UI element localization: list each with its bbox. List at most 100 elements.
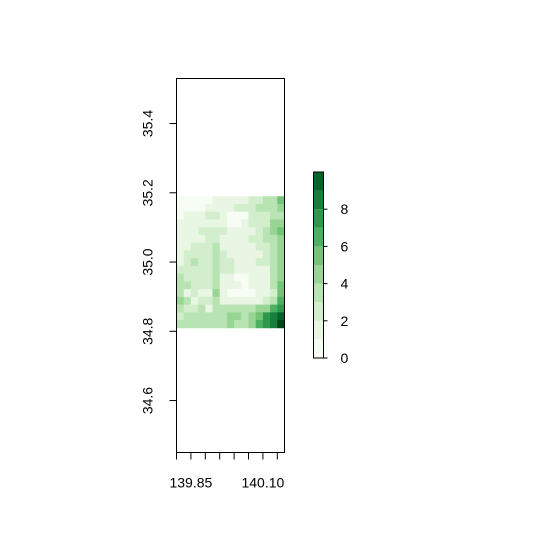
raster-cell (262, 219, 271, 228)
raster-cell (183, 296, 192, 306)
raster-cell (212, 320, 221, 329)
raster-cell (234, 242, 242, 251)
raster-cell (277, 203, 285, 213)
raster-cell (198, 320, 206, 329)
raster-cell (262, 234, 271, 244)
raster-cell (219, 320, 228, 329)
raster-cell (212, 289, 221, 298)
raster-cell (219, 234, 228, 244)
raster-cell (190, 265, 199, 275)
raster-cell (205, 273, 213, 282)
raster-cell (277, 312, 285, 321)
raster-cell (183, 211, 192, 220)
raster-cell (219, 219, 228, 228)
raster-cell (176, 304, 185, 313)
raster-cell (277, 227, 285, 236)
raster-cell (183, 312, 192, 321)
raster-cell (270, 273, 278, 282)
raster-cell (262, 196, 271, 205)
raster-cell (176, 273, 185, 282)
raster-cell (262, 296, 271, 306)
raster-cell (241, 265, 249, 275)
colorbar-tick-label: 6 (341, 238, 349, 254)
raster-cell (176, 234, 185, 244)
raster-cell (183, 242, 192, 251)
raster-cell (234, 258, 242, 267)
colorbar-frame (313, 171, 324, 359)
raster-cell (255, 312, 264, 321)
raster-cell (226, 296, 235, 306)
raster-cell (212, 242, 221, 251)
colorbar-tick-label: 0 (341, 350, 349, 366)
raster-cell (248, 250, 257, 259)
colorbar-swatch (313, 246, 324, 265)
x-axis: 139.85 140.10 (169, 452, 285, 491)
raster-cell (241, 211, 249, 220)
raster-cell (198, 211, 206, 220)
raster-cell (226, 312, 235, 321)
raster-cell (270, 258, 278, 267)
raster-cell (248, 227, 257, 236)
raster-cell (190, 203, 199, 213)
raster-cell (212, 250, 221, 259)
raster-cell (270, 211, 278, 220)
raster-cell (255, 281, 264, 290)
raster-cell (190, 296, 199, 306)
raster-cell (183, 219, 192, 228)
raster-cell (176, 289, 185, 298)
raster-cell (234, 265, 242, 275)
y-tick-label: 35.2 (140, 179, 156, 206)
colorbar-swatch (313, 172, 324, 191)
raster-cell (255, 273, 264, 282)
raster-cell (219, 304, 228, 313)
raster-cell (248, 296, 257, 306)
raster-cell (248, 281, 257, 290)
raster-cell (205, 242, 213, 251)
raster-cell (241, 250, 249, 259)
raster-cell (248, 320, 257, 329)
raster-cell (255, 242, 264, 251)
raster-cell (262, 203, 271, 213)
raster-cell (198, 234, 206, 244)
raster-cell (190, 312, 199, 321)
raster-cell (234, 219, 242, 228)
colorbar-swatch (313, 209, 324, 228)
raster-cell (277, 320, 285, 329)
raster-cell (183, 281, 192, 290)
raster-cell (212, 304, 221, 313)
raster-cell (270, 304, 278, 313)
raster-cell (270, 196, 278, 205)
raster-cell (219, 250, 228, 259)
raster-cell (241, 227, 249, 236)
raster-cell (270, 265, 278, 275)
raster-cell (212, 296, 221, 306)
raster-cell (219, 273, 228, 282)
raster-cell (212, 203, 221, 213)
raster-cell (270, 281, 278, 290)
raster-cell (176, 203, 185, 213)
raster-cell (190, 234, 199, 244)
raster-cell (183, 320, 192, 329)
raster-cell (277, 289, 285, 298)
raster-cell (262, 265, 271, 275)
raster-cell (241, 320, 249, 329)
colorbar-swatch (313, 265, 324, 284)
raster-cell (277, 296, 285, 306)
raster-cell (270, 203, 278, 213)
raster-cell (226, 304, 235, 313)
raster-cell (248, 242, 257, 251)
raster-cell (205, 227, 213, 236)
colorbar-swatch (313, 283, 324, 303)
raster-cell (190, 273, 199, 282)
raster-cell (226, 273, 235, 282)
raster-cell (248, 258, 257, 267)
raster-cell (255, 234, 264, 244)
raster-cell (190, 304, 199, 313)
raster-cell (226, 196, 235, 205)
raster-cell (176, 265, 185, 275)
colorbar-swatch (313, 339, 324, 358)
raster-cell (262, 250, 271, 259)
raster-cell (219, 196, 228, 205)
raster-cell (262, 273, 271, 282)
raster-cell (234, 211, 242, 220)
